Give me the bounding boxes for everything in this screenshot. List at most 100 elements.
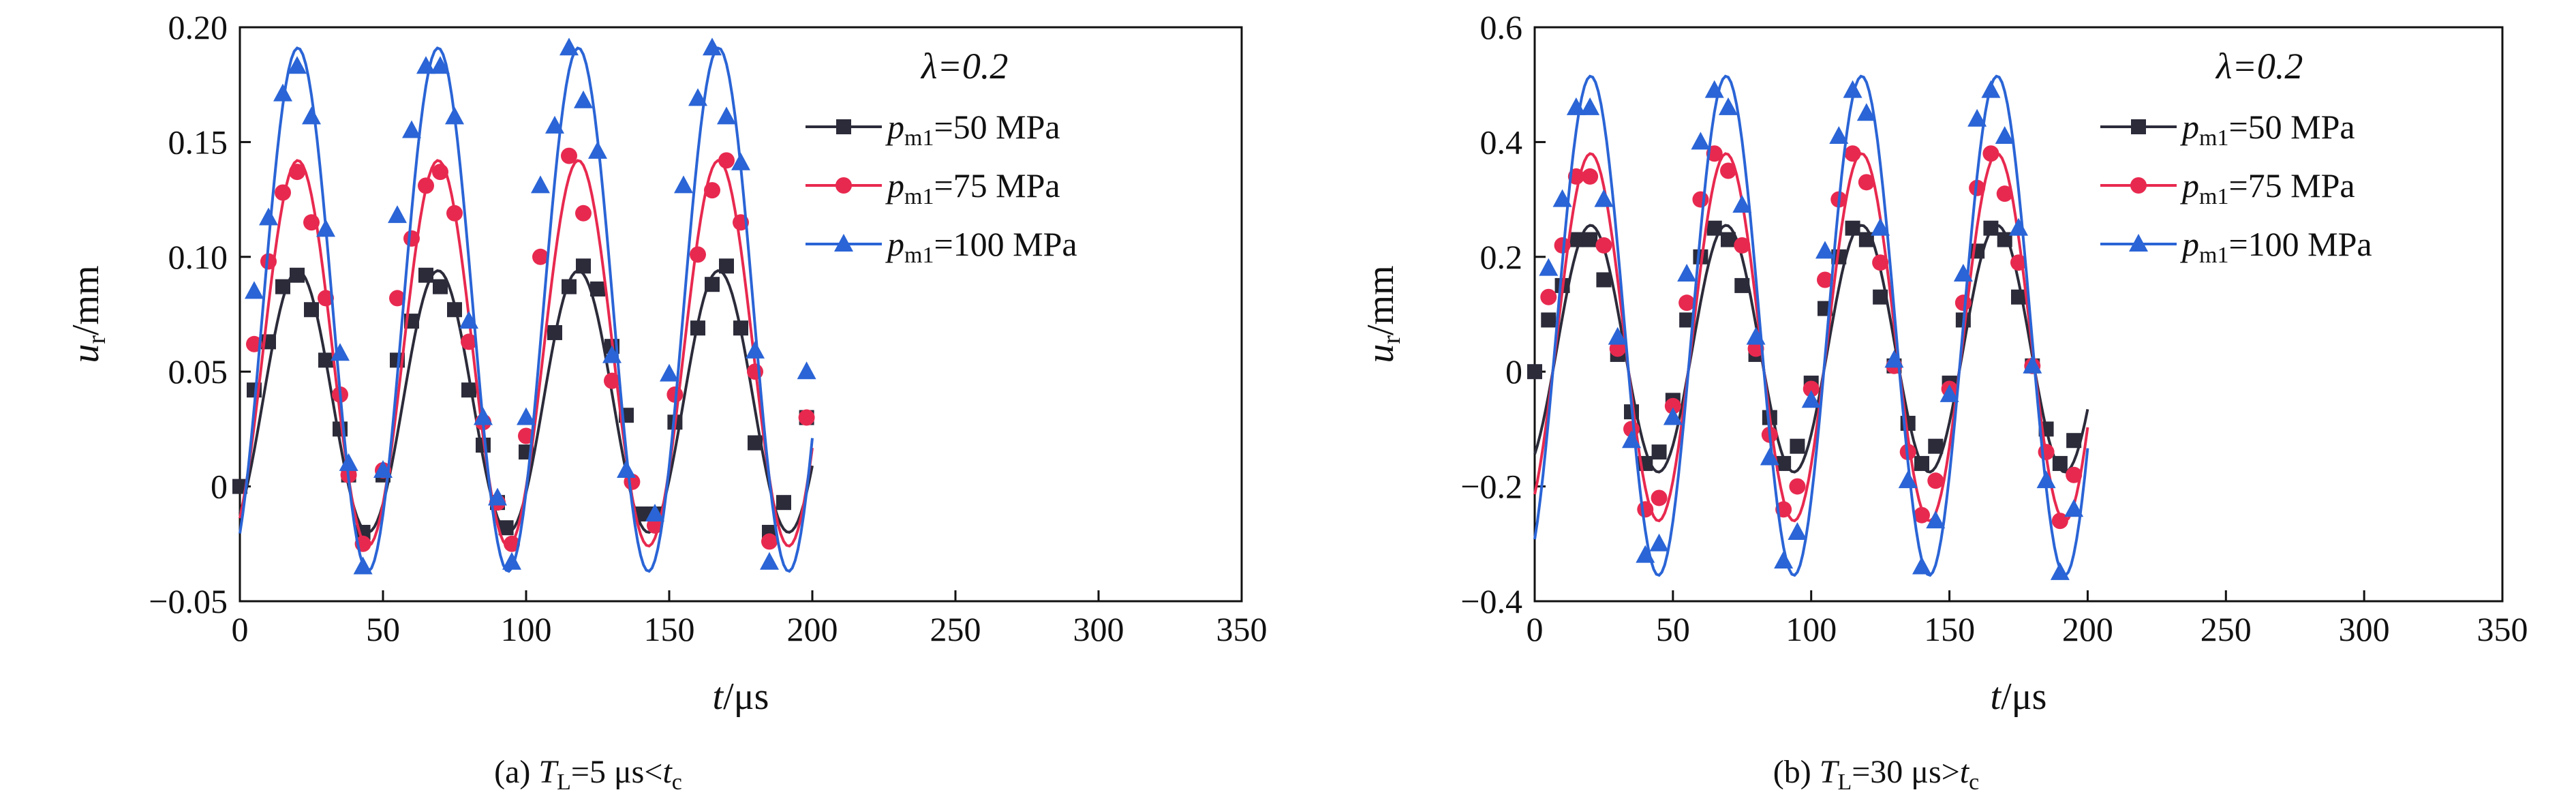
data-point bbox=[704, 182, 720, 199]
legend-symbol: p bbox=[885, 166, 904, 204]
data-point bbox=[645, 504, 664, 522]
data-point bbox=[1677, 264, 1697, 282]
data-point bbox=[1872, 254, 1889, 271]
data-point bbox=[1721, 232, 1736, 247]
x-tick-label: 350 bbox=[1216, 610, 1268, 648]
data-point bbox=[402, 120, 421, 138]
data-point bbox=[273, 83, 292, 102]
data-point bbox=[339, 453, 358, 471]
data-point bbox=[1649, 533, 1669, 551]
plot-frame bbox=[1533, 26, 2504, 603]
data-point bbox=[575, 204, 592, 222]
data-point bbox=[353, 556, 373, 575]
data-point bbox=[259, 207, 278, 226]
y-axis-symbol: u bbox=[65, 344, 107, 363]
data-point bbox=[574, 90, 593, 108]
data-point bbox=[1845, 220, 1860, 236]
data-point bbox=[576, 258, 591, 274]
data-point bbox=[304, 302, 319, 318]
data-point bbox=[2066, 433, 2082, 449]
data-point bbox=[1580, 97, 1600, 115]
data-point bbox=[1801, 390, 1821, 408]
x-axis-unit: /μs bbox=[2001, 676, 2046, 718]
legend-marker bbox=[2130, 177, 2147, 194]
data-point bbox=[1982, 145, 1999, 162]
legend-label: pm1=50 MPa bbox=[2180, 108, 2355, 151]
data-point bbox=[1541, 312, 1557, 328]
data-point bbox=[416, 56, 435, 74]
data-point bbox=[1856, 103, 1876, 121]
data-point bbox=[1552, 189, 1572, 207]
data-point bbox=[547, 324, 562, 340]
legend-symbol: p bbox=[885, 108, 904, 146]
chart-panel-a: 0 50 100 150 200 250 300 350−0.0500.050.100.150… bbox=[65, 8, 1268, 795]
data-point bbox=[290, 267, 305, 283]
y-tick-label: 0.20 bbox=[168, 8, 228, 46]
data-point bbox=[1912, 556, 1931, 575]
data-point bbox=[703, 37, 722, 56]
y-axis-symbol: u bbox=[1360, 344, 1402, 363]
data-point bbox=[289, 164, 305, 181]
data-point bbox=[1884, 350, 1904, 368]
data-point bbox=[498, 520, 514, 536]
data-point bbox=[588, 140, 607, 159]
data-point bbox=[561, 147, 577, 164]
x-axis-symbol: t bbox=[1991, 676, 2002, 718]
x-tick-label: 0 bbox=[232, 610, 249, 648]
legend-marker bbox=[835, 177, 852, 194]
legend-symbol: p bbox=[2180, 108, 2199, 146]
data-point bbox=[388, 205, 407, 224]
data-point bbox=[545, 115, 564, 134]
data-point bbox=[1829, 125, 1849, 144]
data-point bbox=[1679, 312, 1695, 328]
caption-symbol: T bbox=[1820, 754, 1840, 790]
data-point bbox=[1692, 191, 1709, 208]
data-point bbox=[2023, 355, 2042, 374]
data-point bbox=[1595, 237, 1612, 254]
data-point bbox=[1746, 327, 1766, 345]
y-tick-label: 0.6 bbox=[1480, 8, 1523, 46]
data-point bbox=[1858, 174, 1875, 191]
x-tick-label: 100 bbox=[501, 610, 552, 648]
data-point bbox=[1663, 407, 1683, 425]
data-point bbox=[1914, 506, 1930, 524]
data-point bbox=[288, 56, 307, 74]
data-point bbox=[602, 345, 622, 363]
x-tick-label: 200 bbox=[787, 610, 838, 648]
data-point bbox=[1568, 232, 1584, 247]
data-point bbox=[1928, 438, 1944, 454]
y-tick-label: 0.2 bbox=[1480, 238, 1523, 276]
data-point bbox=[403, 230, 420, 247]
legend-value: =75 MPa bbox=[2228, 166, 2355, 204]
data-point bbox=[504, 535, 520, 552]
data-point bbox=[1983, 220, 1999, 236]
data-point bbox=[590, 281, 605, 297]
caption-rest: =5 μs< bbox=[571, 754, 663, 790]
legend-marker bbox=[836, 119, 851, 134]
y-axis-subscript: r bbox=[82, 335, 111, 344]
data-point bbox=[1914, 455, 1929, 471]
data-point bbox=[316, 219, 335, 237]
data-point bbox=[1678, 294, 1696, 312]
legend-marker bbox=[2129, 234, 2148, 252]
data-point bbox=[518, 427, 534, 444]
data-point bbox=[798, 409, 815, 426]
legend-title: λ=0.2 bbox=[2215, 46, 2303, 87]
data-point bbox=[1774, 551, 1794, 569]
chart-panel-b: 0 50 100 150 200 250 300 350 −0.4 −0.2 0 0.2 0.4 0.6 t… bbox=[1360, 8, 2528, 795]
y-tick-label: 0.4 bbox=[1480, 123, 1523, 161]
data-point bbox=[2050, 562, 2070, 580]
data-point bbox=[275, 184, 291, 201]
plot-frame bbox=[239, 26, 1243, 603]
data-point bbox=[1858, 232, 1874, 247]
legend-title: λ=0.2 bbox=[920, 46, 1008, 87]
legend-subscript: m1 bbox=[2199, 184, 2228, 209]
data-point bbox=[1540, 288, 1557, 305]
y-tick-label: 0.05 bbox=[168, 352, 228, 391]
data-point bbox=[502, 551, 521, 570]
data-point bbox=[1815, 241, 1835, 259]
data-point bbox=[748, 435, 763, 451]
data-point bbox=[2011, 289, 2026, 305]
